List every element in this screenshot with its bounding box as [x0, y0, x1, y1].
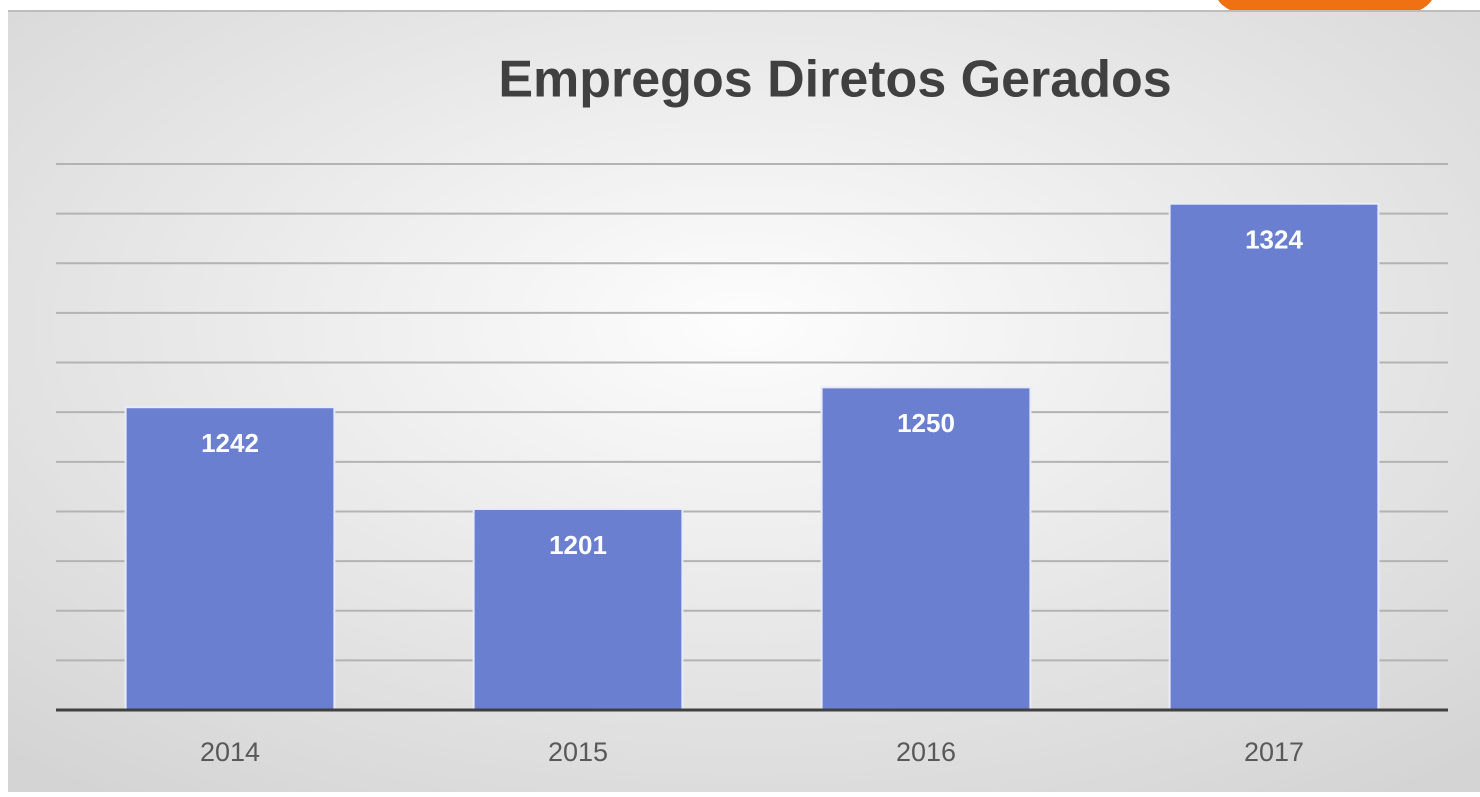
bar — [1168, 202, 1380, 712]
x-tick-label: 2015 — [548, 737, 608, 767]
x-tick-label: 2016 — [896, 737, 956, 767]
x-tick-label: 2017 — [1244, 737, 1304, 767]
data-label: 1250 — [897, 408, 955, 438]
x-tick-label: 2014 — [200, 737, 260, 767]
corner-decoration — [1218, 0, 1432, 10]
data-label: 1324 — [1245, 225, 1303, 255]
bar — [124, 406, 336, 711]
data-label: 1201 — [549, 530, 607, 560]
data-label: 1242 — [201, 428, 259, 458]
bar — [472, 507, 684, 711]
bar — [820, 386, 1032, 711]
chart-title: Empregos Diretos Gerados — [498, 51, 1171, 109]
